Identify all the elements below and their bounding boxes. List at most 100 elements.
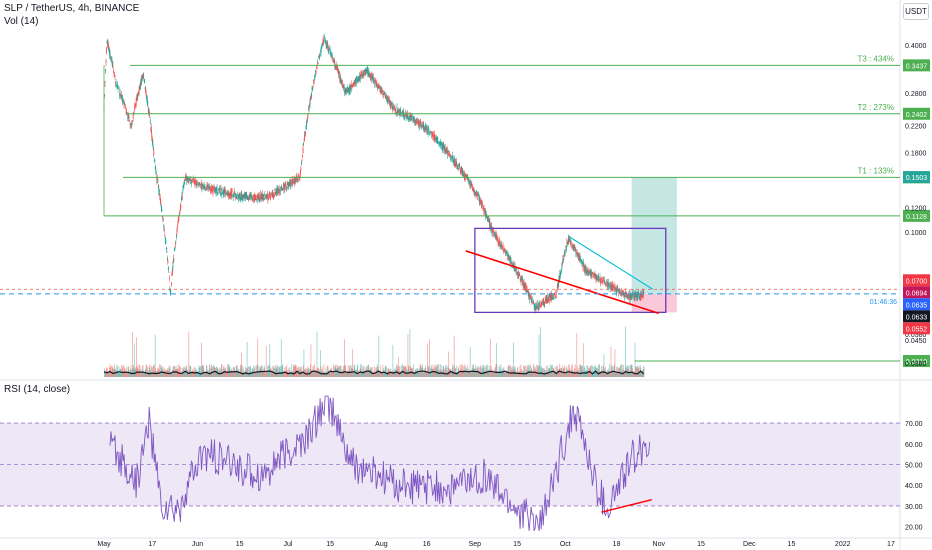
volume-bar xyxy=(587,371,589,377)
currency-button[interactable]: USDT xyxy=(903,3,929,20)
candle-body xyxy=(142,77,144,79)
volume-bar xyxy=(488,372,490,377)
candle-body xyxy=(390,103,392,107)
candle-body xyxy=(362,70,364,76)
volume-bar xyxy=(255,372,257,377)
volume-bar xyxy=(324,372,326,377)
candle-body xyxy=(497,239,498,241)
candle-body xyxy=(230,192,232,196)
volume-bar xyxy=(131,371,132,377)
volume-bar xyxy=(623,372,625,377)
candle-body xyxy=(417,120,419,124)
candle-body xyxy=(540,303,542,305)
candle-body xyxy=(409,114,411,121)
volume-bar xyxy=(355,370,357,377)
volume-indicator-label[interactable]: Vol (14) xyxy=(4,16,39,27)
time-tick-label: 17 xyxy=(887,541,895,548)
candle-body xyxy=(294,179,295,184)
time-tick-label: Dec xyxy=(743,541,756,548)
volume-bar xyxy=(273,365,275,377)
candle-body xyxy=(488,217,489,219)
time-tick-label: Sep xyxy=(469,541,482,548)
volume-bar xyxy=(239,372,240,377)
volume-bar xyxy=(572,371,574,377)
candle-body xyxy=(141,75,143,77)
candle-body xyxy=(622,293,624,296)
candle-body xyxy=(466,178,468,180)
candle-body xyxy=(245,195,247,199)
candle-body xyxy=(524,284,526,288)
volume-bar xyxy=(417,368,418,377)
volume-bar xyxy=(396,365,398,377)
volume-bar xyxy=(568,364,570,377)
candle-body xyxy=(189,179,190,181)
candle-body xyxy=(215,191,217,194)
candle-body xyxy=(426,127,428,132)
volume-bar xyxy=(220,371,221,377)
volume-bar xyxy=(560,368,562,377)
volume-bar xyxy=(131,368,133,377)
volume-bar xyxy=(547,365,549,377)
candle-body xyxy=(449,153,451,158)
volume-bar xyxy=(136,337,137,377)
candle-body xyxy=(452,159,454,163)
volume-bar xyxy=(617,366,618,377)
candle-body xyxy=(464,174,466,178)
candle-body xyxy=(417,121,419,123)
candle-body xyxy=(246,196,248,198)
candle-body xyxy=(428,128,430,130)
volume-bar xyxy=(278,367,280,377)
candle-body xyxy=(568,238,570,240)
candle-body xyxy=(566,241,568,244)
volume-bar xyxy=(265,346,267,377)
candle-body xyxy=(448,151,450,156)
volume-bar xyxy=(186,369,188,377)
candle-body xyxy=(141,78,143,82)
volume-bar xyxy=(105,372,106,377)
volume-bar xyxy=(222,372,223,377)
candle-body xyxy=(364,70,366,74)
candle-body xyxy=(376,83,378,88)
volume-bar xyxy=(149,364,151,377)
volume-bar xyxy=(461,364,463,377)
candle-body xyxy=(176,224,178,228)
volume-bar xyxy=(437,365,438,377)
candle-body xyxy=(283,184,284,187)
candle-body xyxy=(500,245,502,247)
candle-body xyxy=(120,96,122,98)
candle-body xyxy=(209,185,211,188)
candle-body xyxy=(420,126,422,128)
candle-body xyxy=(276,188,278,193)
volume-bar xyxy=(633,371,634,377)
candle-body xyxy=(401,116,403,117)
rsi-indicator-label[interactable]: RSI (14, close) xyxy=(4,384,71,395)
volume-bar xyxy=(277,367,279,377)
volume-bar xyxy=(378,370,380,377)
candle-body xyxy=(495,233,496,238)
volume-bar xyxy=(633,372,635,377)
volume-bar xyxy=(281,364,283,377)
candle-body xyxy=(312,86,314,87)
candle-body xyxy=(200,187,202,189)
volume-bar xyxy=(350,365,352,377)
candle-body xyxy=(480,199,482,203)
candle-body xyxy=(616,286,618,290)
candle-body xyxy=(173,258,175,260)
candle-body xyxy=(636,292,638,298)
candle-body xyxy=(385,94,387,96)
candle-body xyxy=(601,279,603,282)
candle-body xyxy=(601,277,602,278)
candle-body xyxy=(549,295,551,302)
candle-body xyxy=(333,60,335,63)
volume-bar xyxy=(267,371,269,377)
candle-body xyxy=(144,81,146,83)
candle-body xyxy=(302,147,304,154)
volume-bar xyxy=(275,367,277,377)
candle-body xyxy=(391,103,393,105)
volume-bar xyxy=(291,371,293,377)
candle-body xyxy=(268,194,270,195)
volume-bar xyxy=(347,372,349,377)
candle-body xyxy=(215,188,217,193)
candle-body xyxy=(138,91,140,94)
candle-body xyxy=(239,195,241,199)
